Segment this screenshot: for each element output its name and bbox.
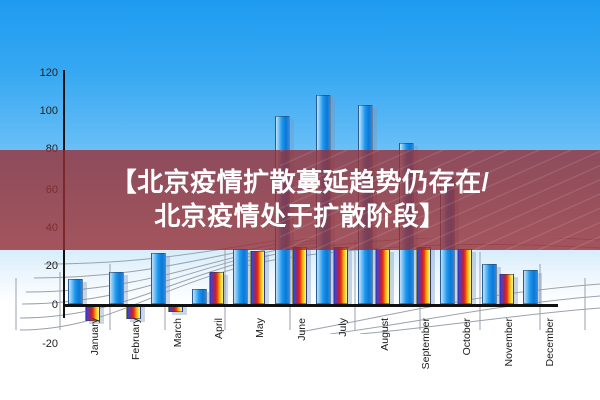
bar-group <box>477 0 518 400</box>
bar-group <box>104 0 146 400</box>
bar-february-series1 <box>109 271 129 307</box>
bar-november-series2 <box>498 273 518 307</box>
overlay-stripe-texture <box>280 150 600 250</box>
x-axis-zero-line <box>63 304 558 307</box>
bar-group <box>146 0 187 400</box>
x-label-march: March <box>171 318 184 348</box>
x-label-november: November <box>502 318 515 367</box>
bar-november-series1 <box>481 264 501 307</box>
y-tick-120: 120 <box>39 67 58 79</box>
bar-april-series1 <box>191 288 211 307</box>
bar-september-series2 <box>416 247 436 307</box>
x-label-october: October <box>461 318 474 356</box>
bar-may-series2 <box>250 250 270 307</box>
bar-december-series1 <box>523 269 543 307</box>
y-tick-100: 100 <box>39 105 58 117</box>
bar-group <box>229 0 270 400</box>
x-label-april: April <box>212 318 225 340</box>
bar-october-series2 <box>457 248 477 307</box>
bar-july-series2 <box>333 247 353 307</box>
overlay-title-line-2: 北京疫情处于扩散阶段】 <box>154 201 446 231</box>
x-label-september: September <box>420 318 433 370</box>
x-label-january: January <box>88 318 101 356</box>
x-axis-tick-labels: January February March April May June July Augu… <box>63 318 560 400</box>
bar-may-series1 <box>233 248 253 307</box>
bar-august-series2 <box>374 248 394 307</box>
x-label-december: December <box>544 318 557 367</box>
bar-group <box>519 0 560 400</box>
x-label-february: February <box>130 318 143 361</box>
x-label-may: May <box>254 318 267 338</box>
overlay-title-line-1: 【北京疫情扩散蔓延趋势仍存在/ <box>110 167 490 198</box>
bar-january-series1 <box>67 279 87 307</box>
bar-series-container <box>63 0 560 400</box>
x-label-july: July <box>337 318 350 337</box>
x-label-august: August <box>378 318 391 351</box>
title-overlay-banner: 【北京疫情扩散蔓延趋势仍存在/ 北京疫情处于扩散阶段】 <box>0 150 600 250</box>
bar-group <box>63 0 104 400</box>
x-label-june: June <box>295 318 308 341</box>
y-tick-neg20: -20 <box>42 338 58 350</box>
bar-june-series2 <box>291 247 311 307</box>
y-tick-0: 0 <box>51 299 58 311</box>
bar-group <box>187 0 228 400</box>
bar-march-series1 <box>150 252 170 307</box>
overlay-title-text: 【北京疫情扩散蔓延趋势仍存在/ 北京疫情处于扩散阶段】 <box>0 150 600 250</box>
bar-april-series2 <box>208 271 228 307</box>
y-tick-20: 20 <box>45 260 58 272</box>
